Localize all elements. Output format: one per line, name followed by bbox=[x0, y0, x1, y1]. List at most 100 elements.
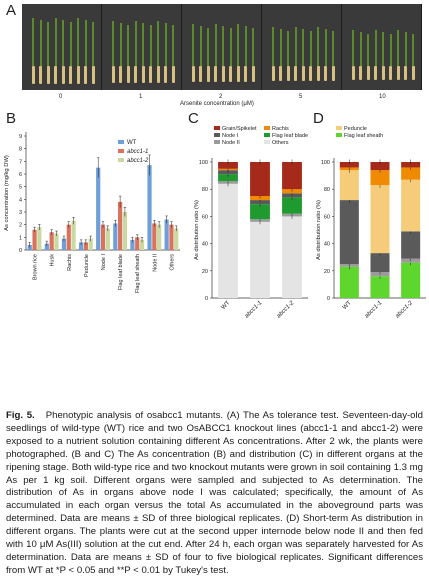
concentration-label: 0 bbox=[59, 94, 63, 100]
panel-a-xlabel: Arsenite concentration (μM) bbox=[180, 101, 254, 107]
seedling-root bbox=[119, 66, 122, 83]
legend-swatch bbox=[336, 126, 342, 130]
x-tick-label: Husk bbox=[50, 254, 56, 267]
seedling-root bbox=[286, 66, 290, 81]
stacked-bar-segment bbox=[250, 162, 270, 196]
x-tick-label: Flag leaf sheath bbox=[135, 254, 141, 293]
x-tick-label: abcc1-2 bbox=[276, 300, 296, 320]
seedling-root bbox=[126, 66, 130, 83]
seedling-root bbox=[404, 66, 407, 80]
seedling-shoot bbox=[229, 28, 232, 66]
seedling-root bbox=[191, 66, 195, 82]
legend-swatch bbox=[336, 133, 342, 137]
legend-label: Node I bbox=[222, 133, 239, 139]
caption-title: Phenotypic analysis of osabcc1 mutants. bbox=[45, 410, 224, 421]
stacked-bar-segment bbox=[339, 266, 359, 298]
seedling-shoot bbox=[112, 21, 114, 66]
legend-label: Rachis bbox=[272, 126, 289, 132]
seedling-shoot bbox=[84, 20, 87, 66]
bar bbox=[157, 224, 162, 250]
panel-b-chart: 0 1 2 3 4 5 6 7 8 9 As concentration (mg/kg DW) Bro… bbox=[4, 132, 180, 293]
stacked-bar-segment bbox=[401, 231, 421, 259]
y-tick-label: 2 bbox=[19, 223, 22, 229]
y-tick-label: 4 bbox=[19, 197, 22, 203]
bar bbox=[66, 224, 71, 250]
y-tick-label: 1 bbox=[19, 235, 22, 241]
x-tick-label: Flag leaf blade bbox=[118, 254, 124, 290]
seedling-shoot bbox=[374, 30, 377, 66]
x-tick-label: abcc1-1 bbox=[244, 300, 263, 319]
seedling-shoot bbox=[172, 25, 174, 66]
bar bbox=[139, 239, 145, 250]
legend-swatch bbox=[264, 140, 270, 144]
panel-d-chart: 0 20 40 60 80 100 As distribution ratio (%) WT a… bbox=[316, 126, 426, 320]
bar bbox=[152, 223, 157, 250]
bar bbox=[44, 243, 49, 250]
stacked-bar-segment bbox=[370, 276, 390, 298]
concentration-label: 2 bbox=[219, 94, 223, 100]
seedling-root bbox=[244, 66, 247, 82]
stacked-bar-segment bbox=[339, 170, 359, 201]
seedling-root bbox=[46, 66, 50, 84]
seedling-root bbox=[359, 66, 362, 80]
bar bbox=[122, 212, 128, 250]
bar bbox=[100, 224, 106, 250]
stacked-bar-segment bbox=[282, 197, 302, 214]
bar bbox=[118, 201, 123, 250]
seedling-root bbox=[171, 66, 175, 83]
bar bbox=[27, 244, 32, 250]
seedling-shoot bbox=[244, 26, 247, 66]
stacked-bar-segment bbox=[250, 204, 270, 220]
seedling-shoot bbox=[222, 26, 224, 66]
legend-swatch bbox=[214, 133, 220, 137]
seedling-root bbox=[134, 66, 137, 83]
seedling-root bbox=[324, 66, 327, 81]
legend-swatch bbox=[118, 140, 124, 144]
seedling-root bbox=[331, 66, 335, 81]
seedling-root bbox=[309, 66, 312, 81]
seedling-shoot bbox=[287, 31, 289, 66]
bar bbox=[32, 229, 37, 250]
y-tick-label: 40 bbox=[324, 242, 330, 248]
seedling-shoot bbox=[412, 34, 414, 66]
seedling-shoot bbox=[207, 28, 209, 66]
stacked-bar-segment bbox=[370, 185, 390, 254]
seedling-root bbox=[221, 66, 225, 82]
panel-label-a: A bbox=[6, 2, 17, 19]
stacked-bar-segment bbox=[250, 221, 270, 298]
seedling-shoot bbox=[134, 21, 137, 66]
bar bbox=[61, 238, 67, 250]
panel-label-c: C bbox=[188, 110, 199, 127]
concentration-label: 1 bbox=[139, 94, 143, 100]
seedling-shoot bbox=[62, 20, 64, 66]
seedling-root bbox=[374, 66, 377, 80]
seedling-shoot bbox=[294, 27, 297, 66]
seedling-shoot bbox=[77, 18, 79, 66]
stacked-bar-segment bbox=[370, 162, 390, 171]
y-tick-label: 0 bbox=[205, 296, 208, 302]
concentration-label: 5 bbox=[299, 94, 303, 100]
seedling-shoot bbox=[397, 30, 399, 66]
x-tick-label: Peduncle bbox=[84, 254, 90, 277]
seedling-shoot bbox=[127, 25, 129, 66]
seedling-shoot bbox=[47, 22, 49, 66]
seedling-root bbox=[396, 66, 400, 80]
seedling-shoot bbox=[324, 29, 327, 66]
legend-swatch bbox=[264, 133, 270, 137]
seedling-shoot bbox=[54, 18, 57, 66]
seedling-shoot bbox=[382, 32, 384, 66]
seedling-shoot bbox=[252, 28, 254, 66]
stacked-bar-segment bbox=[401, 162, 421, 168]
legend-swatch bbox=[214, 140, 220, 144]
legend-label: Node II bbox=[222, 140, 240, 146]
y-tick-label: 80 bbox=[324, 187, 330, 193]
seedling-root bbox=[389, 66, 392, 80]
seedling-shoot bbox=[237, 24, 239, 66]
legend-swatch bbox=[118, 158, 124, 162]
seedling-root bbox=[141, 66, 145, 83]
stacked-bar-segment bbox=[401, 167, 421, 180]
y-tick-label: 0 bbox=[19, 248, 22, 254]
seedling-shoot bbox=[32, 18, 34, 66]
seedling-root bbox=[111, 66, 115, 83]
x-tick-label: Rachis bbox=[67, 254, 73, 271]
